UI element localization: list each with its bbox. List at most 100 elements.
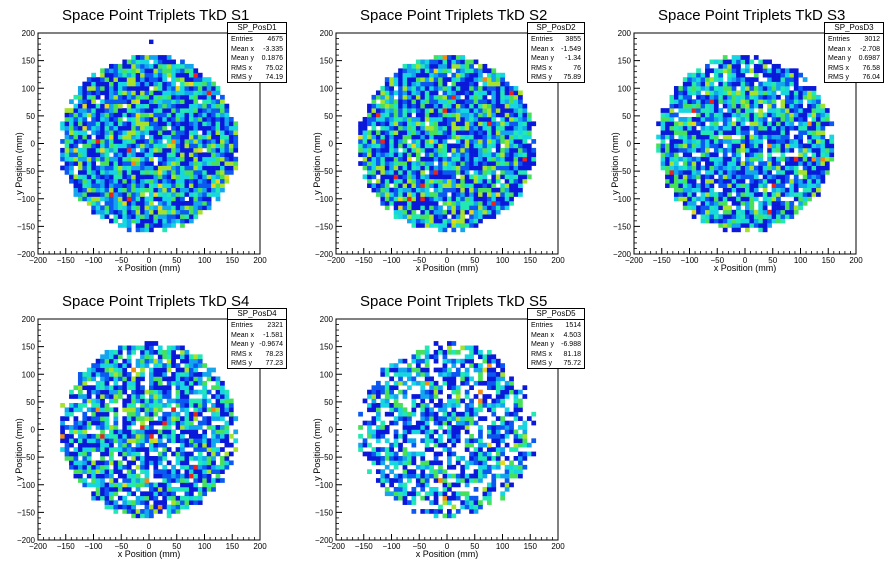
heatmap-cell: [700, 178, 706, 184]
heatmap-cell: [184, 491, 190, 497]
heatmap-cell: [424, 156, 430, 162]
heatmap-cell: [211, 447, 216, 452]
heatmap-cell: [109, 77, 114, 82]
heatmap-cell: [171, 81, 176, 87]
heatmap-cell: [384, 81, 390, 87]
heatmap-cell: [104, 473, 110, 479]
heatmap-cell: [429, 218, 434, 224]
heatmap-cell: [665, 121, 670, 127]
heatmap-cell: [691, 156, 697, 162]
heatmap-cell: [665, 116, 670, 122]
heatmap-cell: [153, 108, 159, 113]
heatmap-cell: [197, 161, 203, 166]
heatmap-cell: [811, 170, 817, 175]
heatmap-cell: [77, 94, 83, 100]
heatmap-cell: [687, 86, 693, 91]
heatmap-cell: [197, 108, 203, 113]
heatmap-cell: [451, 223, 457, 228]
stats-value: 4675: [267, 36, 283, 43]
heatmap-cell: [700, 209, 706, 215]
heatmap-cell: [495, 90, 501, 96]
heatmap-cell: [447, 187, 452, 193]
heatmap-cell: [402, 81, 408, 87]
heatmap-cell: [753, 147, 759, 153]
heatmap-cell: [149, 103, 154, 109]
heatmap-cell: [371, 125, 377, 131]
heatmap-cell: [486, 68, 492, 74]
heatmap-cell: [486, 170, 492, 175]
heatmap-cell: [86, 196, 92, 202]
heatmap-cell: [767, 134, 772, 140]
heatmap-cell: [460, 112, 466, 118]
heatmap-cell: [126, 59, 132, 65]
heatmap-cell: [464, 86, 470, 91]
heatmap-cell: [740, 192, 746, 197]
heatmap-cell: [736, 139, 741, 144]
heatmap-cell: [433, 81, 439, 87]
heatmap-cell: [157, 143, 163, 149]
heatmap-cell: [371, 116, 377, 122]
heatmap-cell: [504, 165, 510, 171]
heatmap-cell: [188, 174, 194, 180]
heatmap-cell: [202, 108, 208, 113]
heatmap-cell: [64, 152, 70, 158]
heatmap-cell: [420, 130, 426, 135]
heatmap-cell: [709, 183, 715, 188]
heatmap-cell: [166, 354, 172, 360]
heatmap-cell: [518, 116, 523, 122]
heatmap-cell: [464, 103, 470, 109]
heatmap-cell: [758, 125, 764, 131]
heatmap-cell: [504, 116, 510, 122]
heatmap-cell: [113, 407, 119, 413]
heatmap-cell: [411, 134, 417, 140]
y-tick-label: 150: [22, 343, 36, 352]
heatmap-cell: [464, 200, 470, 206]
heatmap-cell: [464, 205, 470, 211]
heatmap-cell: [228, 134, 234, 140]
heatmap-cell: [149, 495, 154, 501]
heatmap-cell: [438, 103, 443, 109]
heatmap-cell: [117, 447, 123, 452]
heatmap-cell: [60, 402, 65, 408]
x-tick-label: −200: [625, 256, 644, 265]
heatmap-cell: [731, 99, 737, 105]
heatmap-cell: [709, 112, 715, 118]
heatmap-cell: [442, 183, 448, 188]
heatmap-cell: [202, 394, 208, 399]
heatmap-cell: [451, 86, 457, 91]
heatmap-cell: [486, 178, 492, 184]
heatmap-cell: [526, 152, 532, 158]
heatmap-cell: [486, 152, 492, 158]
heatmap-cell: [153, 341, 159, 346]
stats-label: RMS y: [231, 74, 252, 82]
heatmap-cell: [117, 214, 123, 219]
heatmap-cell: [531, 156, 537, 162]
heatmap-cell: [526, 161, 532, 166]
heatmap-cell: [60, 121, 65, 127]
heatmap-cell: [180, 170, 185, 175]
heatmap-cell: [460, 223, 466, 228]
heatmap-cell: [460, 187, 466, 193]
heatmap-cell: [157, 125, 163, 131]
heatmap-cell: [126, 509, 132, 514]
heatmap-cell: [166, 482, 172, 488]
heatmap-cell: [149, 491, 154, 497]
heatmap-cell: [829, 139, 835, 144]
heatmap-cell: [718, 63, 724, 69]
heatmap-cell: [420, 59, 426, 65]
heatmap-cell: [513, 178, 519, 184]
heatmap-cell: [69, 433, 74, 439]
heatmap-cell: [486, 86, 492, 91]
heatmap-cell: [362, 125, 368, 131]
heatmap-cell: [197, 380, 203, 386]
heatmap-cell: [162, 500, 168, 505]
heatmap-cell: [224, 134, 230, 140]
heatmap-cell: [140, 438, 145, 444]
heatmap-cell: [718, 192, 724, 197]
heatmap-cell: [722, 139, 728, 144]
heatmap-cell: [91, 447, 97, 452]
heatmap-cell: [486, 192, 492, 197]
heatmap-cell: [673, 94, 679, 100]
heatmap-cell: [478, 77, 483, 82]
heatmap-cell: [478, 86, 483, 91]
